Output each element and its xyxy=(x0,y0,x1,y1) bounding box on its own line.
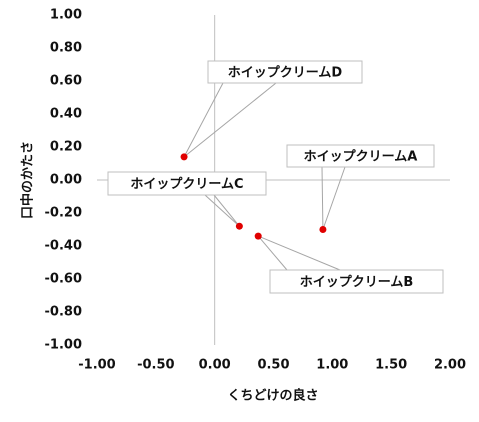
y-tick-label: 0.60 xyxy=(50,74,82,89)
point-label: ホイップクリームB xyxy=(300,275,414,290)
y-tick-label: -0.40 xyxy=(45,239,82,254)
point-label: ホイップクリームD xyxy=(228,66,343,81)
y-tick-label: 0.40 xyxy=(50,107,82,122)
callout-leader xyxy=(257,235,341,271)
x-tick-label: -0.50 xyxy=(137,358,174,373)
point-label: ホイップクリームC xyxy=(130,177,243,192)
y-tick-label: -1.00 xyxy=(45,338,82,353)
callout-leader xyxy=(204,194,240,227)
x-tick-label: 1.00 xyxy=(316,358,348,373)
x-tick-label: 1.50 xyxy=(375,358,407,373)
point-label: ホイップクリームA xyxy=(304,150,418,165)
y-tick-label: 1.00 xyxy=(50,8,82,23)
callout-leader xyxy=(183,82,277,158)
x-tick-label: -1.00 xyxy=(78,358,115,373)
x-axis-title: くちどけの良さ xyxy=(227,388,318,404)
y-tick-label: 0.20 xyxy=(50,140,82,155)
callout-box xyxy=(207,60,363,84)
y-tick-label: -0.60 xyxy=(45,272,82,287)
callout-leader xyxy=(321,166,346,230)
point xyxy=(319,226,327,233)
callout-box xyxy=(107,171,267,196)
point xyxy=(254,232,262,240)
x-tick-label: 2.00 xyxy=(434,358,466,373)
point xyxy=(235,222,243,230)
point xyxy=(180,153,188,161)
callout-box xyxy=(269,269,444,294)
y-axis-title: 口中のかたさ xyxy=(20,141,36,219)
x-tick-label: 0.00 xyxy=(199,358,231,373)
callout-box xyxy=(286,144,435,168)
y-tick-label: 0.00 xyxy=(50,173,82,188)
y-tick-label: -0.80 xyxy=(45,305,82,320)
x-tick-label: 0.50 xyxy=(257,358,289,373)
y-tick-label: -0.20 xyxy=(45,206,82,221)
y-tick-label: 0.80 xyxy=(50,41,82,56)
